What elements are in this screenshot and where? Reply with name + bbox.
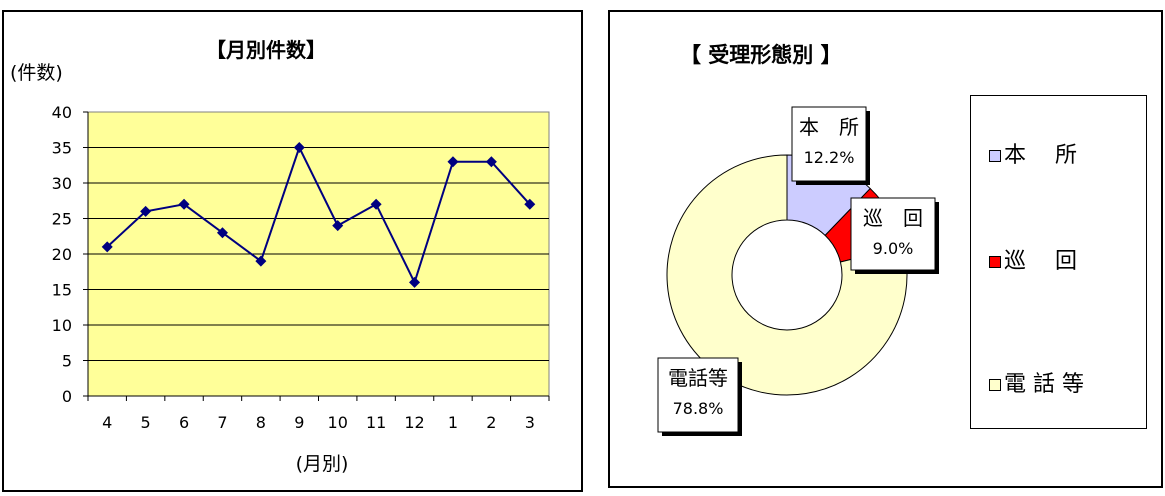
pie-chart-panel: 【 受理形態別 】 本 所 12.2% 巡 回 9.0% 電話等 78.8% 本 所 巡 …: [608, 10, 1163, 488]
x-tick-label: 8: [256, 413, 266, 432]
data-label-honsho: 本 所 12.2%: [791, 106, 870, 185]
legend-item-denwa: 電 話 等: [989, 373, 1084, 397]
data-point-marker: [332, 220, 344, 232]
data-label-value: 9.0%: [873, 239, 914, 258]
data-label-name: 本 所: [799, 115, 859, 139]
x-axis-label: (月別): [296, 453, 349, 475]
x-tick-label: 1: [448, 413, 458, 432]
x-tick-label: 12: [404, 413, 424, 432]
donut-chart: 【 受理形態別 】 本 所 12.2% 巡 回 9.0% 電話等 78.8%: [657, 43, 939, 436]
data-point-marker: [216, 227, 228, 239]
data-label-junkai: 巡 回 9.0%: [850, 197, 939, 274]
data-label-name: 電話等: [668, 366, 728, 390]
legend: 本 所 巡 回 電 話 等: [970, 95, 1147, 429]
data-label-value: 12.2%: [804, 148, 855, 167]
legend-item-honsho: 本 所: [989, 144, 1077, 168]
y-tick-label: 0: [62, 387, 72, 406]
data-point-marker: [140, 205, 152, 217]
data-point-marker: [255, 255, 267, 267]
y-tick-label: 25: [52, 210, 72, 229]
line-chart-title: 【月別件数】: [206, 38, 326, 62]
pie-chart-title: 【 受理形態別 】: [680, 43, 842, 67]
data-point-marker: [447, 156, 459, 168]
data-point-marker: [101, 241, 113, 253]
x-tick-label: 11: [366, 413, 386, 432]
x-tick-label: 6: [179, 413, 189, 432]
x-tick-label: 4: [102, 413, 112, 432]
line-chart-panel: 【月別件数】 (件数) (月別) 0 5 10 15 20 25 30 35 40 4 5 6 7 8 9 1…: [2, 10, 583, 492]
y-tick-label: 5: [62, 352, 72, 371]
x-tick-label: 3: [525, 413, 535, 432]
x-tick-label: 2: [486, 413, 496, 432]
legend-swatch-junkai: [989, 256, 1001, 268]
x-tick-label: 7: [217, 413, 227, 432]
series-line: [106, 144, 531, 286]
data-point-marker: [370, 198, 382, 210]
y-axis-label: (件数): [10, 62, 63, 84]
legend-label-junkai: 巡 回: [1004, 249, 1077, 274]
x-tick-label: 5: [141, 413, 151, 432]
y-tick-label: 35: [52, 139, 72, 158]
data-point-marker: [178, 198, 190, 210]
y-tick-label: 40: [52, 103, 72, 122]
x-tick-label: 10: [328, 413, 348, 432]
donut-slice-denwa: [666, 154, 908, 396]
y-tick-label: 15: [52, 281, 72, 300]
y-tick-label: 10: [52, 316, 72, 335]
legend-swatch-denwa: [989, 379, 1001, 391]
data-label-name: 巡 回: [863, 206, 923, 230]
data-point-marker: [524, 198, 536, 210]
data-point-marker: [485, 156, 497, 168]
data-point-marker: [409, 276, 421, 288]
data-label-denwa: 電話等 78.8%: [657, 357, 742, 436]
y-tick-label: 20: [52, 245, 72, 264]
legend-item-junkai: 巡 回: [989, 250, 1077, 274]
legend-swatch-honsho: [989, 150, 1001, 162]
x-tick-label: 9: [294, 413, 304, 432]
y-tick-label: 30: [52, 174, 72, 193]
data-label-value: 78.8%: [673, 399, 724, 418]
data-point-marker: [293, 142, 305, 153]
legend-label-denwa: 電 話 等: [1004, 372, 1084, 397]
legend-label-honsho: 本 所: [1004, 143, 1077, 168]
